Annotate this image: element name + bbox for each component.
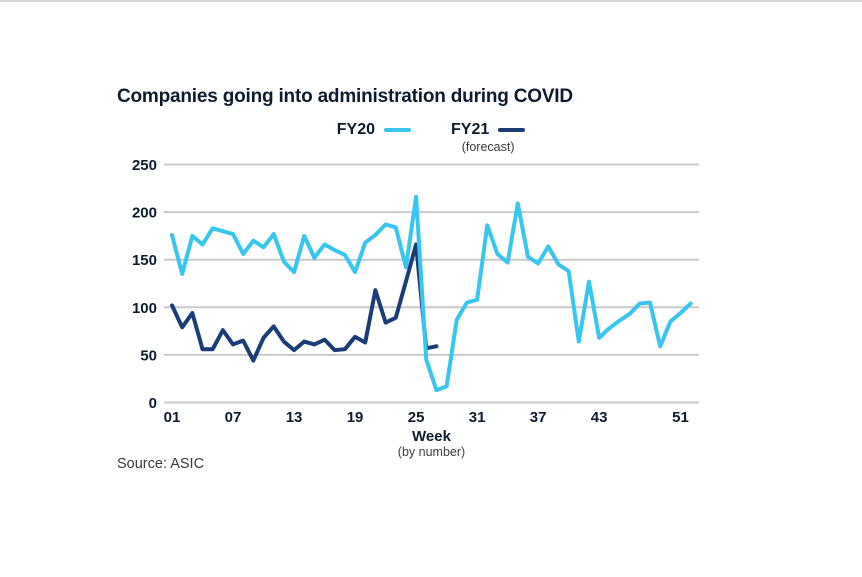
x-tick-label: 37 [530,409,547,426]
y-tick-label: 150 [132,252,157,269]
fy20-line [170,194,693,393]
x-tick-label: 19 [347,409,364,426]
y-tick-label: 200 [132,205,157,222]
legend-label-fy20: FY20 [336,121,375,138]
x-axis-subtitle: (by number) [398,445,465,459]
x-tick-label: 31 [469,409,486,426]
x-tick-label: 13 [286,409,303,426]
y-tick-label: 50 [140,347,157,364]
x-tick-label: 43 [591,409,608,426]
y-tick-label: 0 [149,395,157,412]
y-tick-label: 100 [132,300,157,317]
y-tick-label: 250 [132,157,157,174]
fy21-line [170,242,439,363]
x-tick-label: 25 [408,409,425,426]
x-tick-label: 01 [164,409,181,426]
fy21-line-swatch-icon [498,128,526,132]
x-tick-label: 07 [225,409,242,426]
legend-item-fy20: FY20 [337,121,411,139]
legend-note-forecast: (forecast) [461,140,515,154]
fy20-line-swatch-icon [384,128,411,132]
source-caption: Source: ASIC [117,456,205,472]
x-tick-label: 51 [672,409,689,426]
legend: FY20 FY21 (forecast) [0,121,862,154]
x-axis-title: Week [412,428,452,445]
page-title: Companies going into administration duri… [117,86,573,107]
legend-label-fy21: FY21 [451,121,490,138]
legend-item-fy21: FY21 (forecast) [451,121,526,154]
